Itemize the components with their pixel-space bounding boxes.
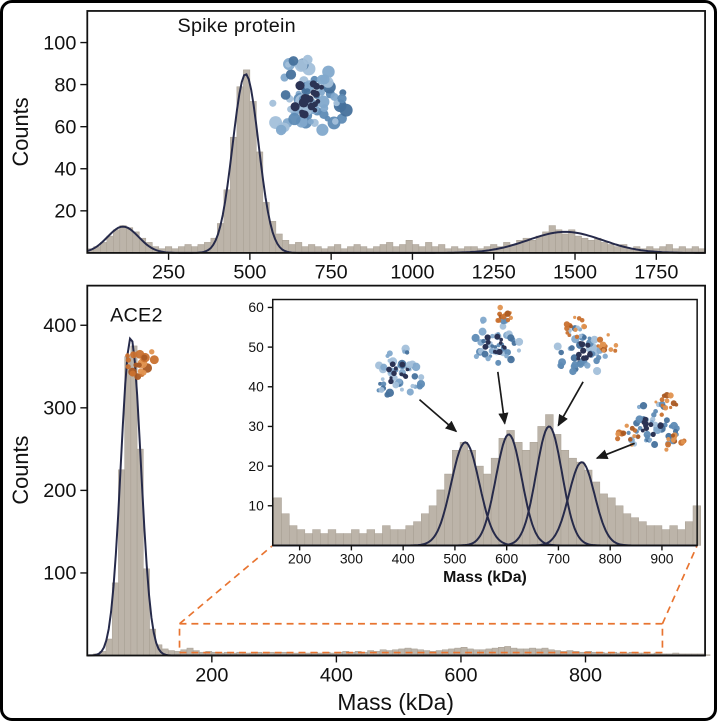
- ace2-structure: [495, 304, 513, 323]
- x-tick-label: 200: [288, 551, 311, 567]
- tick-labels: 200 400 600 800 100 200 300 400: [43, 315, 602, 686]
- x-tick-label: 200: [195, 664, 228, 686]
- spike-protein-structure: [615, 392, 687, 452]
- spike-histogram-panel: 250 500 750 1000 1250 1500 1750 20 40 60 80 100: [43, 10, 706, 284]
- y-tick-label: 60: [248, 299, 264, 315]
- y-tick-label: 60: [54, 116, 76, 138]
- y-tick-label: 50: [248, 339, 264, 355]
- ace2-panel-title: ACE2: [110, 304, 163, 326]
- inset-xlabel: Mass (kDa): [443, 569, 527, 586]
- ace2-structure: [654, 392, 679, 417]
- y-tick-label: 10: [248, 497, 264, 513]
- ace2-histogram-panel: 200 400 600 800 100 200 300 400: [43, 284, 711, 686]
- figure-canvas: 250 500 750 1000 1250 1500 1750 20 40 60 80 100 200…: [8, 10, 711, 715]
- x-tick-label: 750: [315, 262, 348, 284]
- tick-labels: 250 500 750 1000 1250 1500 1750 20 40 60 80 100: [43, 32, 678, 283]
- peak-assignment-arrow: [418, 399, 458, 433]
- x-tick-label: 400: [392, 551, 415, 567]
- y-tick-label: 40: [54, 158, 76, 180]
- ace2-structure: [596, 333, 619, 353]
- x-tick-label: 900: [650, 551, 673, 567]
- x-tick-label: 600: [495, 551, 518, 567]
- x-tick-label: 1250: [472, 262, 516, 284]
- spike-protein-structure: [269, 54, 353, 136]
- zoom-dashed-lines: [178, 544, 698, 654]
- axis-ticks: [80, 324, 587, 663]
- x-tick-label: 1750: [634, 262, 678, 284]
- histogram-bars: [87, 69, 706, 254]
- fit-curves: [86, 73, 706, 254]
- x-tick-label: 250: [152, 262, 185, 284]
- y-tick-label: 300: [43, 398, 76, 420]
- y-tick-label: 100: [43, 32, 76, 54]
- y-tick-label: 80: [54, 74, 76, 96]
- y-tick-label: 40: [248, 378, 264, 394]
- y-tick-label: 400: [43, 315, 76, 337]
- ace2-structure: [615, 423, 641, 447]
- y-tick-label: 20: [248, 458, 264, 474]
- x-tick-label: 700: [547, 551, 570, 567]
- spike-panel-title: Spike protein: [178, 15, 296, 37]
- x-tick-label: 600: [444, 664, 477, 686]
- x-tick-label: 300: [340, 551, 363, 567]
- spike-protein-structure: [553, 315, 619, 376]
- spike-protein-structure: [471, 304, 524, 366]
- x-tick-label: 500: [233, 262, 266, 284]
- x-tick-label: 500: [443, 551, 466, 567]
- plot-border: [86, 10, 706, 254]
- plot-border: [271, 298, 698, 547]
- x-tick-label: 400: [320, 664, 353, 686]
- ace2-structure: [563, 315, 587, 339]
- ace2-structure: [664, 432, 687, 452]
- y-tick-label: 200: [43, 480, 76, 502]
- plot-border: [86, 284, 706, 657]
- peak-assignment-arrow: [557, 381, 584, 427]
- tick-labels: 200 300 400 500 600 700 800 900 10 20 30 40 50 60: [248, 299, 673, 566]
- y-tick-label: 30: [248, 418, 264, 434]
- x-tick-label: 800: [599, 551, 622, 567]
- x-tick-label: 1500: [553, 262, 597, 284]
- axis-ticks: [80, 41, 657, 260]
- peak-assignment-arrow: [595, 442, 635, 460]
- x-tick-label: 1000: [390, 262, 434, 284]
- ace2-ylabel: Counts: [8, 435, 33, 504]
- spike-ylabel: Counts: [8, 97, 33, 166]
- y-tick-label: 20: [54, 201, 76, 223]
- x-tick-label: 800: [569, 664, 602, 686]
- protein-illustrations: [125, 54, 687, 460]
- axis-ticks: [267, 306, 663, 551]
- peak-assignment-arrow: [496, 371, 509, 425]
- spike-protein-structure: [375, 344, 426, 398]
- ace2-xlabel: Mass (kDa): [337, 689, 454, 715]
- y-tick-label: 100: [43, 563, 76, 585]
- zoom-indicator: [178, 544, 698, 654]
- ace2-structure: [125, 349, 159, 380]
